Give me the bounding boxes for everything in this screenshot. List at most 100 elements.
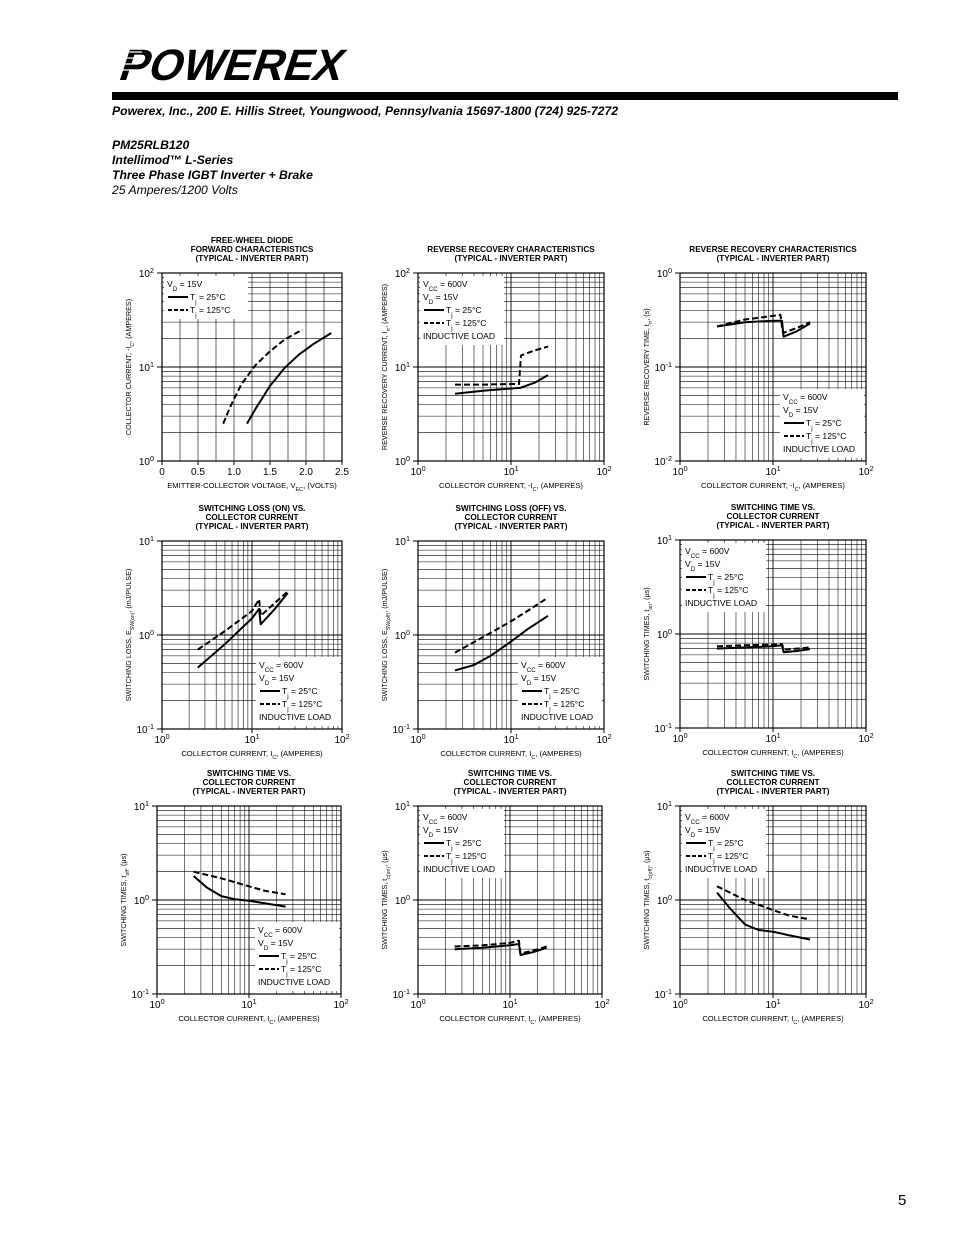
- x-tick-label: 101: [765, 731, 780, 746]
- x-tick-label: 102: [596, 732, 611, 747]
- y-tick-label: 101: [139, 360, 154, 375]
- x-axis-label: COLLECTOR CURRENT, IC, (AMPERES): [439, 1014, 581, 1026]
- product-description: Three Phase IGBT Inverter + Brake: [112, 168, 313, 182]
- legend-entry: INDUCTIVE LOAD: [685, 864, 757, 874]
- chart-title-line: FREE-WHEEL DIODE: [211, 236, 294, 245]
- page-number: 5: [898, 1192, 907, 1209]
- legend-entry: INDUCTIVE LOAD: [423, 864, 495, 874]
- y-tick-label: 102: [395, 266, 410, 281]
- chart-3: 10-2 10-1 100 100 101 102 REVERSE RECOVERY CHA…: [642, 245, 874, 493]
- x-tick-label: 2.5: [335, 467, 349, 478]
- powerex-logo-graphic: POWEREX: [112, 40, 352, 90]
- y-tick-label: 10-1: [654, 360, 672, 375]
- series-25c-line: [246, 332, 332, 425]
- x-tick-label: 0: [159, 467, 165, 478]
- y-axis-label: SWITCHING TIMES, toff, (μs): [119, 853, 131, 946]
- legend-entry: Tj = 125°C: [544, 699, 584, 713]
- x-axis-label: COLLECTOR CURRENT, IC, (AMPERES): [181, 749, 323, 761]
- x-tick-label: 0.5: [191, 467, 205, 478]
- legend-entry: Tj = 25°C: [190, 292, 226, 306]
- y-axis-label: REVERSE RECOVERY CURRENT, Irr, (AMPERES): [380, 284, 392, 450]
- x-tick-label: 101: [244, 732, 259, 747]
- legend-entry: Tj = 125°C: [281, 964, 321, 978]
- legend-entry: INDUCTIVE LOAD: [685, 598, 757, 608]
- y-axis-label: SWITCHING TIMES, ton, (μs): [642, 587, 654, 680]
- x-tick-label: 100: [410, 997, 425, 1012]
- chart-title-line: (TYPICAL - INVERTER PART): [717, 254, 830, 263]
- chart-title-line: SWITCHING TIME VS.: [468, 769, 552, 778]
- legend-entry: Tj = 125°C: [282, 699, 322, 713]
- legend-entry: VD = 15V: [521, 673, 557, 687]
- x-tick-label: 100: [410, 732, 425, 747]
- y-tick-label: 10-1: [131, 987, 149, 1002]
- x-tick-label: 100: [410, 464, 425, 479]
- x-tick-label: 101: [765, 997, 780, 1012]
- legend-entry: VCC = 600V: [685, 546, 730, 560]
- y-tick-label: 101: [134, 799, 149, 814]
- chart-title-line: SWITCHING TIME VS.: [207, 769, 291, 778]
- y-axis-label: SWITCHING TIMES, tc(on), (μs): [380, 850, 392, 949]
- legend-entry: VCC = 600V: [423, 812, 468, 826]
- legend-entry: Tj = 25°C: [282, 686, 318, 700]
- y-tick-label: 101: [395, 799, 410, 814]
- legend-entry: VCC = 600V: [521, 660, 566, 674]
- series-125c-line: [454, 939, 547, 955]
- y-tick-label: 100: [139, 628, 154, 643]
- x-tick-label: 102: [334, 732, 349, 747]
- legend-entry: Tj = 125°C: [806, 431, 846, 445]
- legend-entry: VD = 15V: [423, 292, 459, 306]
- legend-entry: Tj = 125°C: [446, 318, 486, 332]
- chart-title-line: (TYPICAL - INVERTER PART): [196, 254, 309, 263]
- product-rating: 25 Amperes/1200 Volts: [112, 183, 238, 197]
- x-tick-label: 101: [765, 464, 780, 479]
- y-tick-label: 101: [657, 533, 672, 548]
- chart-title-line: (TYPICAL - INVERTER PART): [717, 521, 830, 530]
- x-tick-label: 102: [858, 997, 873, 1012]
- x-tick-label: 102: [596, 464, 611, 479]
- chart-title-line: (TYPICAL - INVERTER PART): [717, 787, 830, 796]
- chart-1: 100 101 102 0 0.5 1.0 1.5 2.0 2.5 FREE-WHEEL DIOD…: [124, 236, 349, 493]
- y-tick-label: 10-2: [654, 454, 672, 469]
- y-tick-label: 100: [657, 893, 672, 908]
- chart-title-line: SWITCHING LOSS (OFF) VS.: [456, 504, 567, 513]
- x-tick-label: 100: [672, 997, 687, 1012]
- legend-entry: VD = 15V: [685, 825, 721, 839]
- legend-entry: VD = 15V: [783, 405, 819, 419]
- legend-entry: Tj = 25°C: [281, 951, 317, 965]
- x-tick-label: 102: [333, 997, 348, 1012]
- y-axis-label: SWITCHING TIMES, tc(off), (μs): [642, 850, 654, 949]
- legend-entry: VD = 15V: [259, 673, 295, 687]
- legend-entry: VCC = 600V: [423, 279, 468, 293]
- y-tick-label: 100: [395, 893, 410, 908]
- x-tick-label: 101: [241, 997, 256, 1012]
- legend-entry: INDUCTIVE LOAD: [259, 712, 331, 722]
- x-axis-label: COLLECTOR CURRENT, IC, (AMPERES): [440, 749, 582, 761]
- logo-wordmark: POWEREX: [114, 40, 348, 86]
- x-tick-label: 101: [503, 732, 518, 747]
- series-125c-line: [716, 885, 811, 921]
- legend-entry: INDUCTIVE LOAD: [423, 331, 495, 341]
- x-axis-label: COLLECTOR CURRENT, -IC, (AMPERES): [439, 481, 583, 493]
- legend-entry: VCC = 600V: [259, 660, 304, 674]
- chart-title-line: SWITCHING TIME VS.: [731, 769, 815, 778]
- x-axis-label: COLLECTOR CURRENT, IC, (AMPERES): [702, 748, 844, 760]
- y-tick-label: 102: [139, 266, 154, 281]
- y-tick-label: 100: [395, 628, 410, 643]
- company-address: Powerex, Inc., 200 E. Hillis Street, You…: [112, 104, 619, 118]
- series-25c-line: [454, 374, 549, 395]
- x-axis-label: COLLECTOR CURRENT, IC, (AMPERES): [178, 1014, 320, 1026]
- series-125c-line: [197, 590, 289, 651]
- powerex-logo: POWEREX: [112, 40, 352, 91]
- y-axis-label: SWITCHING LOSS, ESW(off), (mJ/PULSE): [380, 569, 392, 701]
- legend-entry: Tj = 125°C: [446, 851, 486, 865]
- y-tick-label: 10-1: [654, 721, 672, 736]
- chart-2: 100 101 102 100 101 102 REVERSE RECOVERY CHARA…: [380, 245, 612, 493]
- x-tick-label: 1.0: [227, 467, 241, 478]
- x-tick-label: 100: [672, 464, 687, 479]
- header-rule: [112, 92, 898, 100]
- chart-title-line: COLLECTOR CURRENT: [202, 778, 295, 787]
